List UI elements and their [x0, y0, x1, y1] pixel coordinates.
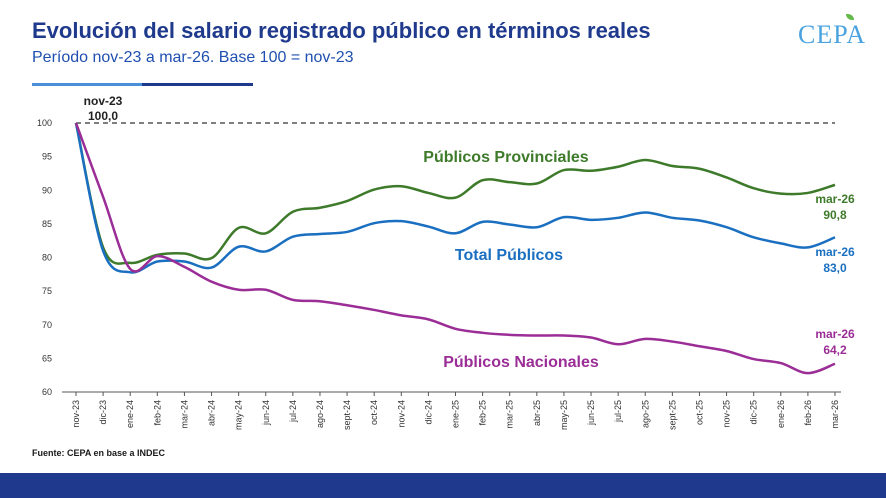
x-tick-label: nov-24: [396, 400, 406, 428]
x-tick-label: feb-25: [478, 400, 488, 426]
series-label-nacionales: Públicos Nacionales: [443, 354, 599, 371]
x-tick-label: ene-24: [125, 400, 135, 428]
x-tick-label: ago-24: [315, 400, 325, 428]
x-tick-label: jun-25: [586, 400, 596, 426]
cepa-logo: CEPA: [798, 20, 867, 49]
y-tick-label: 65: [42, 353, 52, 363]
y-tick-label: 100: [37, 118, 52, 128]
y-tick-label: 90: [42, 185, 52, 195]
x-tick-label: abr-25: [532, 400, 542, 426]
y-tick-label: 70: [42, 320, 52, 330]
series-line-total: [74, 122, 836, 274]
chart-title: Evolución del salario registrado público…: [32, 18, 651, 43]
x-tick-label: dic-23: [98, 400, 108, 425]
y-tick-label: 60: [42, 387, 52, 397]
y-tick-label: 95: [42, 152, 52, 162]
x-tick-label: jul-25: [613, 400, 623, 423]
y-tick-label: 85: [42, 219, 52, 229]
annotation-end-date-3: mar-26: [815, 327, 855, 341]
x-tick-label: dic-24: [423, 400, 433, 425]
x-tick-label: oct-24: [369, 400, 379, 425]
annotation-end-date-1: mar-26: [815, 192, 855, 206]
annotation-end-value-1: 90,8: [823, 208, 847, 222]
series-line-nacionales: [74, 122, 836, 375]
x-tick-label: sept-25: [667, 400, 677, 430]
y-tick-label: 75: [42, 286, 52, 296]
x-tick-label: sept-24: [342, 400, 352, 430]
series-label-provinciales: Públicos Provinciales: [423, 149, 589, 166]
x-tick-label: mar-25: [505, 400, 515, 429]
annotation-end-value-3: 64,2: [823, 343, 847, 357]
x-tick-label: feb-26: [803, 400, 813, 426]
x-tick-label: ago-25: [640, 400, 650, 428]
title-underline-dark: [142, 83, 253, 86]
x-tick-label: nov-25: [722, 400, 732, 428]
series-line-provinciales: [74, 122, 836, 265]
source-note: Fuente: CEPA en base a INDEC: [32, 448, 166, 458]
annotation-start-value: 100,0: [88, 109, 118, 123]
x-tick-label: nov-23: [71, 400, 81, 428]
annotation-start-date: nov-23: [84, 94, 123, 108]
x-tick-label: jun-24: [261, 400, 271, 426]
x-tick-label: ene-26: [776, 400, 786, 428]
x-tick-label: may-25: [559, 400, 569, 430]
x-tick-label: dic-25: [749, 400, 759, 425]
x-tick-label: oct-25: [694, 400, 704, 425]
line-chart: 60 65 70 75 80 85 90 95 100 nov-23 dic-23 ene-24 feb…: [37, 94, 855, 430]
y-tick-label: 80: [42, 253, 52, 263]
x-tick-label: feb-24: [152, 400, 162, 426]
x-tick-label: mar-26: [830, 400, 840, 429]
x-tick-label: abr-24: [207, 400, 217, 426]
x-tick-label: may-24: [234, 400, 244, 430]
logo-leaf-icon: [846, 14, 854, 20]
title-underline-light: [32, 83, 142, 86]
x-tick-label: jul-24: [288, 400, 298, 423]
series-label-total: Total Públicos: [455, 247, 563, 264]
chart-subtitle: Período nov-23 a mar-26. Base 100 = nov-…: [32, 49, 354, 66]
footer-bar: [0, 473, 886, 498]
annotation-end-value-2: 83,0: [823, 261, 847, 275]
x-tick-label: ene-25: [451, 400, 461, 428]
x-tick-label: mar-24: [179, 400, 189, 429]
annotation-end-date-2: mar-26: [815, 245, 855, 259]
